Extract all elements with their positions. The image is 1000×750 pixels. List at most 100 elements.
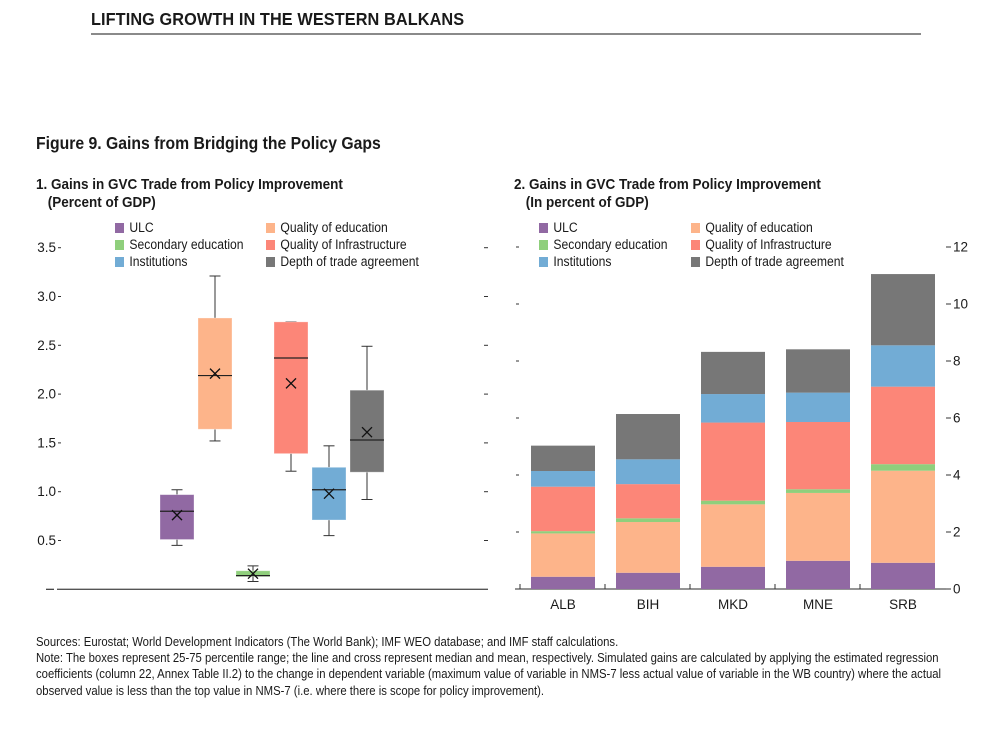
panel-2-legend: ULC Secondary education Institutions Qualit… — [0, 0, 1000, 280]
bar-segment-institutions — [531, 471, 595, 487]
bar-segment-quality-of-infrastructure — [786, 421, 850, 490]
bar-segment-institutions — [701, 394, 765, 423]
bar-segment-ulc — [871, 562, 935, 589]
y-tick-label: 3.5 — [37, 240, 56, 255]
y-tick-label: 10 — [953, 297, 968, 312]
panel-1-legend-item-quality-of-education: Quality of education — [266, 219, 388, 236]
panel-2-subtitle: (In percent of GDP) — [525, 194, 649, 211]
bar-segment-depth-of-trade-agreement — [701, 351, 765, 395]
mean-marker — [247, 568, 259, 580]
legend-swatch-depth-of-trade-agreement — [266, 256, 275, 267]
box-institutions — [311, 445, 347, 537]
bar-segment-quality-of-education — [786, 492, 850, 561]
panel-2-title: 2. Gains in GVC Trade from Policy Improv… — [514, 176, 821, 212]
panel-1-title: 1. Gains in GVC Trade from Policy Improv… — [36, 176, 343, 212]
bar-stack-mne — [786, 349, 850, 589]
bar-segment-quality-of-infrastructure — [871, 386, 935, 465]
bar-segment-ulc — [616, 572, 680, 589]
x-tick-label: BIH — [637, 597, 660, 612]
mean-marker — [285, 377, 297, 389]
panel-1-subtitle: (Percent of GDP) — [47, 194, 156, 211]
panel-1-box-chart: 0.5 1.0 1.5 2.0 2.5 3.0 3.5 — [37, 240, 488, 590]
panel-1-legend-item-institutions: Institutions — [115, 253, 187, 270]
panel-1-title-line: 1. Gains in GVC Trade from Policy Improv… — [36, 176, 343, 193]
panel-2-legend-item-depth-of-trade-agreement: Depth of trade agreement — [691, 253, 844, 270]
mean-marker — [171, 509, 183, 521]
legend-swatch-quality-of-education — [691, 222, 700, 233]
legend-label: Quality of education — [280, 220, 388, 235]
bar-stack-srb — [871, 274, 935, 589]
y-tick-label: 1.5 — [37, 435, 56, 450]
figure-notes: Sources: Eurostat; World Development Ind… — [36, 634, 968, 699]
y-tick-label: 2 — [953, 525, 961, 540]
y-tick-label: 12 — [953, 240, 968, 255]
legend-label: Secondary education — [553, 237, 668, 252]
mean-marker — [209, 368, 221, 380]
bar-segment-quality-of-education — [701, 504, 765, 567]
x-tick-label: ALB — [550, 597, 576, 612]
y-tick-label: 3.0 — [37, 289, 56, 304]
box-secondary-education — [235, 565, 271, 582]
legend-label: Quality of Infrastructure — [280, 237, 407, 252]
legend-swatch-quality-of-infrastructure — [266, 239, 275, 250]
bar-segment-quality-of-infrastructure — [616, 484, 680, 519]
x-tick-label: SRB — [889, 597, 917, 612]
iqr-box — [273, 321, 309, 455]
panel-1-legend-item-depth-of-trade-agreement: Depth of trade agreement — [266, 253, 419, 270]
legend-swatch-quality-of-infrastructure — [691, 239, 700, 250]
panel-1-legend-item-secondary-education: Secondary education — [115, 236, 244, 253]
y-tick-label: 0 — [953, 582, 961, 597]
legend-swatch-depth-of-trade-agreement — [691, 256, 700, 267]
legend-label: Depth of trade agreement — [705, 254, 844, 269]
bar-segment-secondary-education — [786, 489, 850, 493]
y-tick-label: 1.0 — [37, 484, 56, 499]
bar-segment-quality-of-education — [616, 522, 680, 573]
legend-label: ULC — [553, 220, 578, 235]
x-tick-label: MNE — [803, 597, 833, 612]
bar-stack-alb — [531, 445, 595, 589]
bar-segment-secondary-education — [616, 518, 680, 523]
panel-1-legend-item-ulc: ULC — [115, 219, 154, 236]
iqr-box — [349, 389, 385, 473]
box-quality-of-education — [197, 275, 233, 442]
bar-segment-quality-of-education — [531, 533, 595, 577]
legend-label: ULC — [129, 220, 154, 235]
panel-2-legend-item-secondary-education: Secondary education — [539, 236, 668, 253]
panel-2-legend-item-ulc: ULC — [539, 219, 578, 236]
panel-2-title-line: 2. Gains in GVC Trade from Policy Improv… — [514, 176, 821, 193]
mean-marker — [361, 426, 373, 438]
y-tick-label: 2.0 — [37, 387, 56, 402]
bar-segment-depth-of-trade-agreement — [786, 349, 850, 393]
bar-segment-ulc — [701, 566, 765, 589]
bar-segment-depth-of-trade-agreement — [616, 414, 680, 460]
x-tick-label: MKD — [718, 597, 748, 612]
page-header-title: LIFTING GROWTH IN THE WESTERN BALKANS — [91, 9, 465, 29]
legend-label: Quality of education — [705, 220, 813, 235]
legend-swatch-ulc — [539, 222, 548, 233]
panel-1-legend: ULC Secondary education Institutions Qualit… — [0, 0, 500, 280]
legend-swatch-institutions — [115, 256, 124, 267]
panel-2-legend-item-institutions: Institutions — [539, 253, 611, 270]
panel-2-stacked-bar-chart: 0 2 4 6 8 10 12 ALB BIH MKD MNE SRB — [515, 240, 968, 612]
box-quality-of-infrastructure — [273, 321, 309, 472]
bar-segment-institutions — [871, 345, 935, 387]
bar-segment-depth-of-trade-agreement — [871, 274, 935, 346]
bar-segment-depth-of-trade-agreement — [531, 445, 595, 472]
iqr-box — [159, 494, 195, 540]
legend-swatch-quality-of-education — [266, 222, 275, 233]
bar-segment-quality-of-infrastructure — [701, 422, 765, 501]
bar-segment-institutions — [616, 459, 680, 485]
panel-1-legend-item-quality-of-infrastructure: Quality of Infrastructure — [266, 236, 407, 253]
bar-segment-ulc — [786, 560, 850, 589]
bar-segment-quality-of-infrastructure — [531, 486, 595, 532]
bar-stack-mkd — [701, 351, 765, 589]
legend-label: Institutions — [553, 254, 612, 269]
bar-stack-bih — [616, 414, 680, 589]
panel-2-legend-item-quality-of-infrastructure: Quality of Infrastructure — [691, 236, 832, 253]
y-tick-label: 6 — [953, 411, 961, 426]
legend-swatch-ulc — [115, 222, 124, 233]
header-divider — [91, 33, 921, 35]
y-tick-label: 2.5 — [37, 338, 56, 353]
bar-segment-ulc — [531, 576, 595, 589]
panel-2-legend-item-quality-of-education: Quality of education — [691, 219, 813, 236]
